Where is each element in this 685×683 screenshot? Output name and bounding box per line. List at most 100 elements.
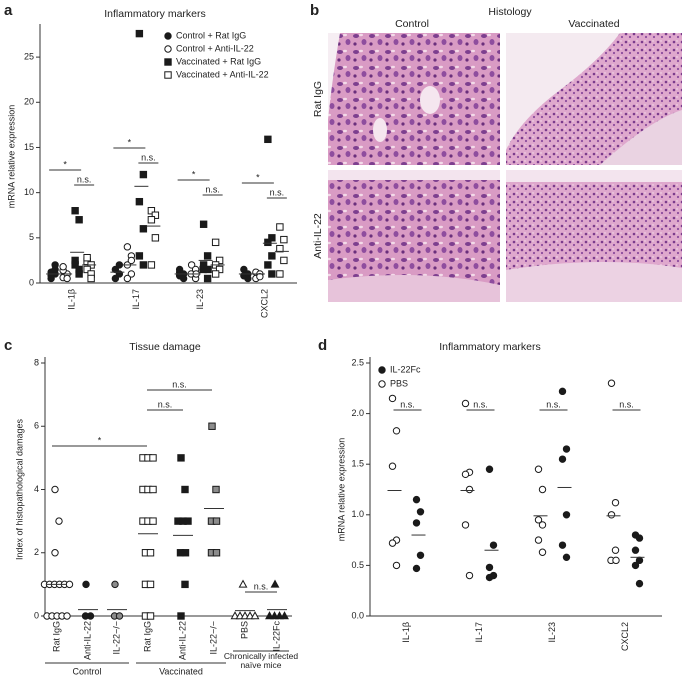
data-point [139,261,148,269]
data-point [199,220,208,228]
legend-label: Vaccinated + Rat IgG [176,56,261,66]
significance-label: n.s. [619,399,634,409]
data-point [59,263,67,271]
data-point [461,521,470,529]
data-point [558,455,567,463]
x-tick-label: IL-1β [401,622,411,643]
y-tick-label: 2.5 [351,357,364,367]
group-label: Chronically infected naïve mice [223,652,299,670]
y-tick-label: 10 [24,187,34,197]
x-tick-label: IL-23 [195,289,205,310]
legend-marker [378,366,386,374]
background [328,170,500,180]
data-point [212,517,221,525]
data-point [211,238,220,247]
y-tick-label: 25 [24,51,34,61]
data-point [392,427,401,435]
legend-label: Control + Anti-IL-22 [176,43,254,53]
legend-label: Control + Rat IgG [176,30,246,40]
data-point [631,561,640,570]
data-point [83,254,91,262]
group-label-box: Chronically infected naïve mice [223,652,299,670]
data-point [212,549,221,557]
y-axis-label: mRNA relative expression [6,105,16,209]
y-tick-label: 0 [29,277,34,287]
data-point [135,29,144,38]
significance-label: n.s. [205,184,220,194]
significance-label: n.s. [141,152,156,162]
data-point [461,470,470,479]
significance-label: n.s. [400,399,415,409]
significance-label: * [128,137,132,147]
x-tick-label: IL-22−/− [208,621,218,655]
submucosa [506,261,682,302]
data-point [538,521,547,529]
data-point [244,274,252,283]
data-point [538,548,547,556]
data-point [63,274,71,283]
background [328,33,340,120]
x-tick-label: Anti-IL-22 [82,621,92,660]
data-point [146,549,155,557]
data-point [65,580,74,589]
data-point [71,207,79,215]
data-point [388,394,397,403]
y-tick-label: 0 [34,610,39,620]
lumen [373,118,387,142]
submucosa [328,275,500,302]
data-point [146,612,155,620]
data-point [276,270,284,278]
data-point [268,252,276,260]
data-point [215,256,224,265]
data-point [177,612,185,620]
x-tick-label: IL-1β [67,289,77,310]
data-point [51,261,59,269]
histology-image [328,33,500,165]
data-point [115,261,124,269]
data-point [147,216,156,224]
y-tick-label: 8 [34,357,39,367]
y-tick-label: 2.0 [351,408,364,418]
data-point [139,225,148,233]
group-label: Vaccinated [159,666,203,676]
x-tick-label: CXCL2 [620,622,630,651]
y-tick-label: 15 [24,142,34,152]
data-point [562,445,571,453]
data-point [562,553,571,562]
background [506,33,620,150]
chart-title: Tissue damage [129,341,201,353]
data-point [75,270,83,278]
group-label: Control [72,666,101,676]
data-point [276,223,284,231]
x-tick-label: CXCL2 [259,289,269,318]
panel-label: d [318,337,327,354]
y-tick-label: 0.0 [351,610,364,620]
data-point [635,579,644,588]
data-point [204,265,212,274]
data-point [416,551,425,559]
data-point [146,580,155,589]
data-point [147,207,156,215]
data-point [147,261,156,269]
legend-label: IL-22Fc [390,364,421,374]
data-point [558,541,567,549]
data-point [86,612,95,620]
data-point [534,465,543,473]
y-tick-label: 6 [34,421,39,431]
data-point [611,498,620,507]
data-point [149,454,157,462]
data-point [607,511,616,519]
x-tick-label: Rat IgG [142,621,152,652]
data-point [184,517,192,525]
data-point [465,485,474,494]
data-point [111,580,119,589]
data-point [465,571,474,580]
data-point [250,611,260,620]
data-point [280,235,288,244]
x-tick-label: Anti-IL-22 [177,621,187,660]
data-point [82,580,90,589]
data-point [412,519,421,527]
data-point [264,261,272,269]
panel-label: b [310,2,319,19]
